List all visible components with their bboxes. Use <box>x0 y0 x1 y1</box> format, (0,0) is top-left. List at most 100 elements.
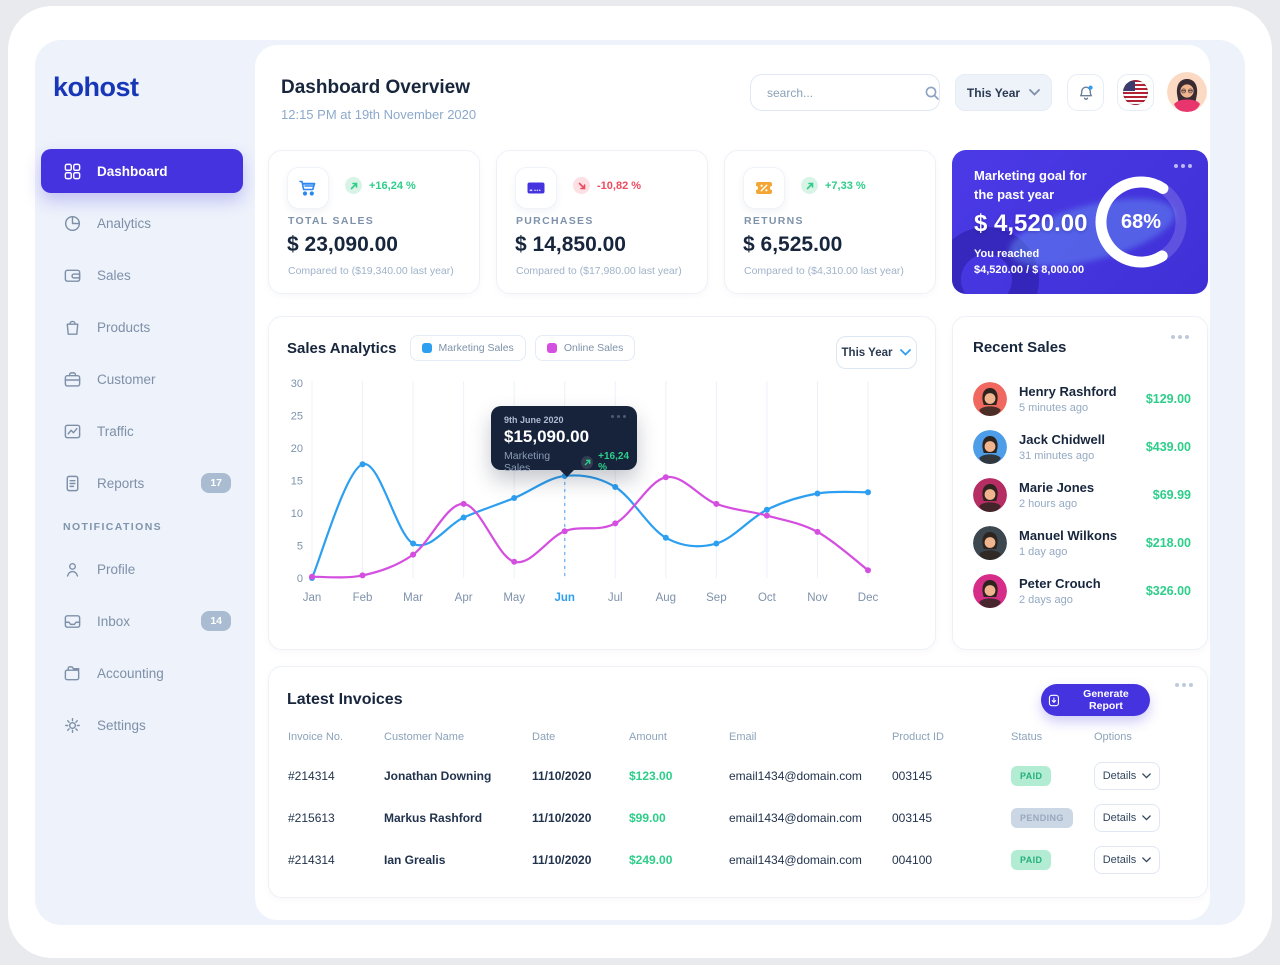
sale-time: 2 hours ago <box>1019 498 1078 510</box>
recent-sales-list: Henry Rashford 5 minutes ago $129.00 Jack C… <box>973 375 1191 615</box>
details-dropdown[interactable]: Details <box>1094 804 1160 832</box>
goal-menu-button[interactable] <box>1174 164 1192 168</box>
analytics-icon <box>63 214 82 233</box>
sidebar-item-label: Profile <box>97 561 136 577</box>
generate-report-button[interactable]: Generate Report <box>1041 684 1150 716</box>
invoice-number: #214314 <box>288 853 335 867</box>
svg-text:15: 15 <box>291 476 303 488</box>
trend-up-icon <box>584 459 591 465</box>
stat-compare: Compared to ($17,980.00 last year) <box>516 265 682 277</box>
stat-card-purchases: -10,82 % PURCHASES $ 14,850.00 Compared to … <box>496 150 708 294</box>
invoices-table-header: Invoice No. Customer Name Date Amount Email P… <box>269 731 1207 743</box>
customer-name: Peter Crouch <box>1019 576 1101 591</box>
recent-sales-title: Recent Sales <box>973 339 1067 356</box>
invoices-table-body: #214314 Jonathan Downing 11/10/2020 $123.00… <box>269 755 1207 881</box>
sidebar-item-profile[interactable]: Profile <box>41 547 243 591</box>
sidebar-section-label: NOTIFICATIONS <box>63 521 163 533</box>
goal-percent: 68% <box>1120 210 1162 233</box>
sales-analytics-chart: 0 5 10 15 20 25 30 Jan Feb Mar Apr May Jun Jul Aug Sep O… <box>279 373 927 623</box>
trend-up-icon <box>350 182 357 189</box>
search-input[interactable] <box>765 84 924 101</box>
invoices-title: Latest Invoices <box>287 691 403 708</box>
sidebar-item-analytics[interactable]: Analytics <box>41 201 243 245</box>
invoice-amount: $123.00 <box>629 769 673 783</box>
customer-email: email1434@domain.com <box>729 811 862 825</box>
bell-icon <box>1079 85 1093 100</box>
notifications-button[interactable] <box>1067 74 1104 111</box>
column-header-amount: Amount <box>629 731 667 743</box>
chevron-down-icon <box>1142 773 1152 779</box>
tooltip-date: 9th June 2020 <box>504 415 564 425</box>
customer-info: Jack Chidwell 31 minutes ago <box>1019 432 1105 462</box>
language-button[interactable] <box>1117 74 1154 111</box>
legend-marketing-sales[interactable]: Marketing Sales <box>409 335 526 361</box>
header-period-dropdown[interactable]: This Year <box>955 74 1052 111</box>
sale-amount: $129.00 <box>1145 392 1191 406</box>
marketing-goal-card: Marketing goal for the past year $ 4,520… <box>952 150 1208 294</box>
goal-progress-ring <box>1095 176 1187 268</box>
sidebar-item-accounting[interactable]: Accounting <box>41 651 243 695</box>
svg-text:Jun: Jun <box>555 592 575 604</box>
sidebar-item-customer[interactable]: Customer <box>41 357 243 401</box>
customer-name: Jack Chidwell <box>1019 432 1105 447</box>
chart-period-label: This Year <box>841 346 893 359</box>
page-title: Dashboard Overview <box>281 77 471 98</box>
app-surface: kohost Dashboard Analytics Sales Products Cu… <box>35 40 1245 925</box>
customer-icon <box>63 370 82 389</box>
invoice-date: 11/10/2020 <box>532 769 592 783</box>
column-header-product-id: Product ID <box>892 731 944 743</box>
sidebar-item-products[interactable]: Products <box>41 305 243 349</box>
svg-text:Nov: Nov <box>807 592 828 604</box>
recent-sale-item[interactable]: Marie Jones 2 hours ago $69.99 <box>973 471 1191 519</box>
recent-sale-item[interactable]: Peter Crouch 2 days ago $326.00 <box>973 567 1191 615</box>
sidebar-item-label: Inbox <box>97 613 131 629</box>
legend-online-sales[interactable]: Online Sales <box>534 335 636 361</box>
sidebar-item-reports[interactable]: Reports 17 <box>41 461 243 505</box>
accounting-icon <box>63 664 82 683</box>
tooltip-menu-dots[interactable] <box>611 415 626 418</box>
recent-sales-menu-button[interactable] <box>1171 335 1189 339</box>
details-dropdown[interactable]: Details <box>1094 846 1160 874</box>
chevron-down-icon <box>1142 815 1152 821</box>
sidebar-item-label: Analytics <box>97 215 152 231</box>
sidebar-badge: 14 <box>201 611 231 631</box>
chart-tooltip: 9th June 2020 $15,090.00 Marketing Sales… <box>491 406 637 477</box>
customer-name: Ian Grealis <box>384 853 446 867</box>
options-cell: Details <box>1094 846 1207 874</box>
sidebar-item-settings[interactable]: Settings <box>41 703 243 747</box>
tooltip-series: Marketing Sales <box>504 450 551 474</box>
stat-label: TOTAL SALES <box>288 215 375 227</box>
recent-sale-item[interactable]: Jack Chidwell 31 minutes ago $439.00 <box>973 423 1191 471</box>
sidebar-item-label: Customer <box>97 371 156 387</box>
sidebar-item-traffic[interactable]: Traffic <box>41 409 243 453</box>
customer-info: Peter Crouch 2 days ago <box>1019 576 1101 606</box>
sidebar-item-dashboard[interactable]: Dashboard <box>41 149 243 193</box>
stat-card-total-sales: +16,24 % TOTAL SALES $ 23,090.00 Compared t… <box>268 150 480 294</box>
inbox-icon <box>63 612 82 631</box>
sidebar-item-label: Traffic <box>97 423 134 439</box>
invoices-menu-button[interactable] <box>1175 683 1193 687</box>
user-avatar[interactable] <box>1167 72 1207 112</box>
sidebar-item-sales[interactable]: Sales <box>41 253 243 297</box>
customer-avatar <box>973 526 1007 560</box>
sidebar-item-inbox[interactable]: Inbox 14 <box>41 599 243 643</box>
svg-text:25: 25 <box>291 411 303 423</box>
sales-icon <box>63 266 82 285</box>
sidebar-item-label: Products <box>97 319 151 335</box>
search-box[interactable] <box>750 74 940 111</box>
stat-value: $ 14,850.00 <box>515 233 626 256</box>
recent-sale-item[interactable]: Henry Rashford 5 minutes ago $129.00 <box>973 375 1191 423</box>
customer-avatar <box>973 574 1007 608</box>
recent-sale-item[interactable]: Manuel Wilkons 1 day ago $218.00 <box>973 519 1191 567</box>
svg-text:Mar: Mar <box>403 592 423 604</box>
us-flag-icon <box>1123 80 1148 105</box>
header-period-label: This Year <box>966 85 1021 100</box>
stat-change: +7,33 % <box>801 177 866 194</box>
svg-text:Sep: Sep <box>706 592 726 604</box>
details-label: Details <box>1102 854 1137 866</box>
customer-info: Manuel Wilkons 1 day ago <box>1019 528 1117 558</box>
chart-period-dropdown[interactable]: This Year <box>836 336 917 369</box>
sale-amount: $69.99 <box>1152 488 1191 502</box>
details-dropdown[interactable]: Details <box>1094 762 1160 790</box>
sidebar: kohost Dashboard Analytics Sales Products Cu… <box>35 40 255 925</box>
